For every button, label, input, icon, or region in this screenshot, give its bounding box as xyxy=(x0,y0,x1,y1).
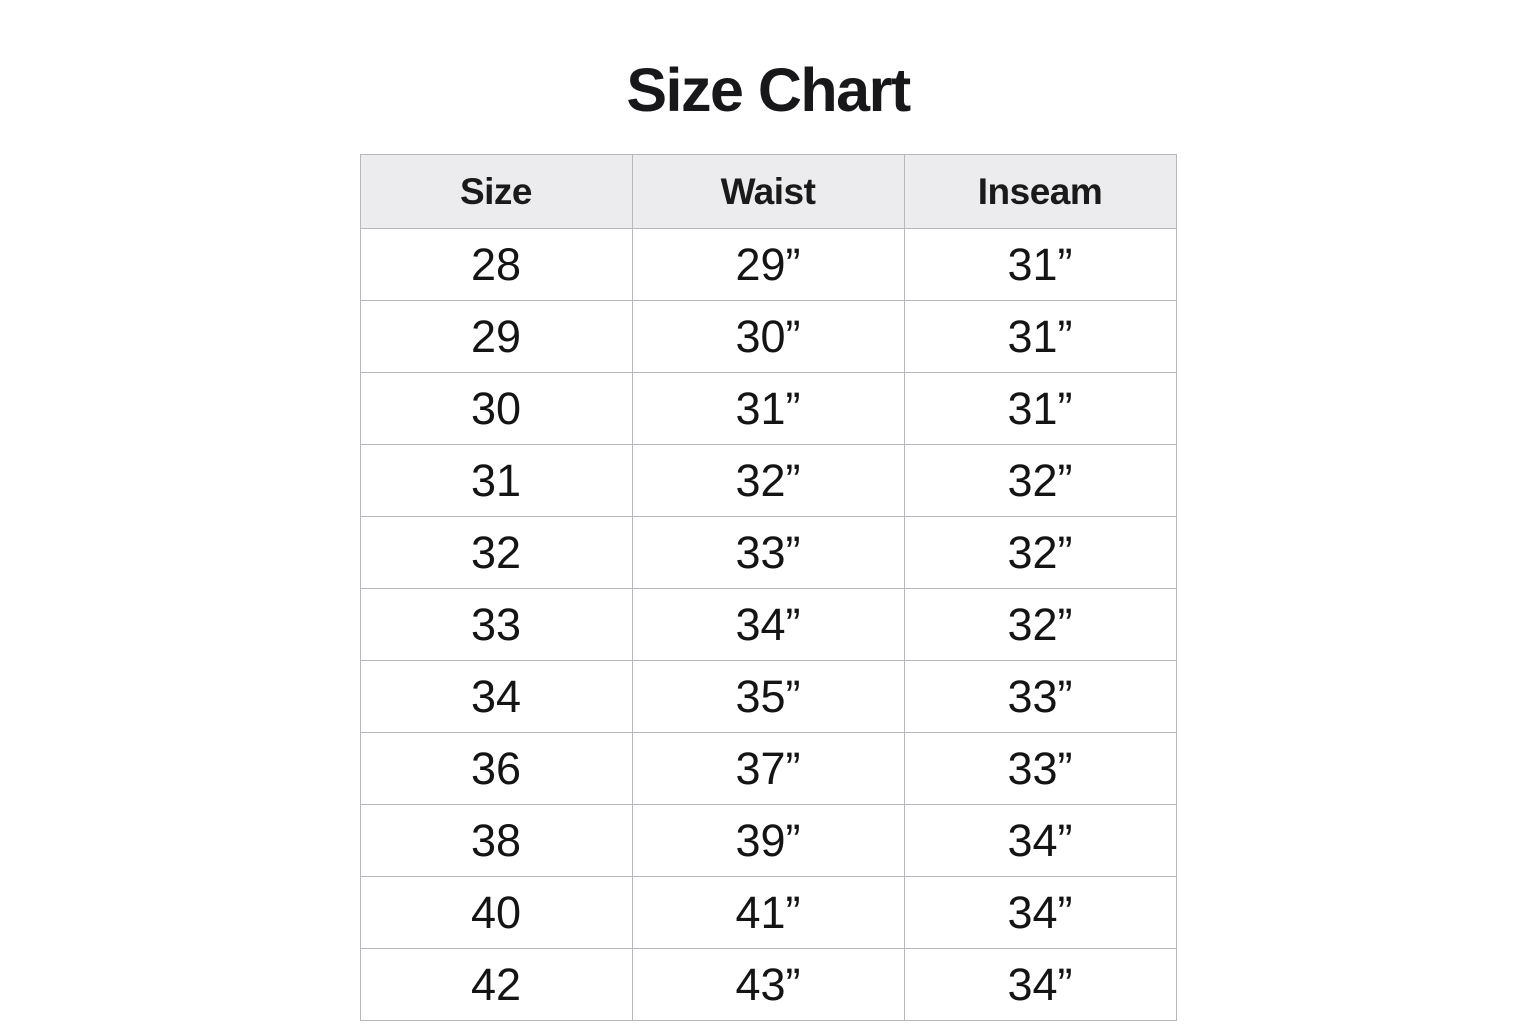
table-header-row: Size Waist Inseam xyxy=(359,154,1177,229)
table-row: 36 37” 33” xyxy=(359,732,1177,805)
table-row: 32 33” 32” xyxy=(359,516,1177,589)
table-body: 28 29” 31” 29 30” 31” 30 31” 31” 31 32” 32” 32 33” 32”… xyxy=(359,228,1177,1021)
table-row: 30 31” 31” xyxy=(359,372,1177,445)
table-row: 38 39” 34” xyxy=(359,804,1177,877)
table-row: 33 34” 32” xyxy=(359,588,1177,661)
cell-size: 36 xyxy=(359,732,633,805)
cell-size: 34 xyxy=(359,660,633,733)
cell-inseam: 32” xyxy=(903,588,1177,661)
cell-inseam: 31” xyxy=(903,300,1177,373)
cell-inseam: 31” xyxy=(903,372,1177,445)
cell-size: 32 xyxy=(359,516,633,589)
cell-inseam: 32” xyxy=(903,516,1177,589)
cell-size: 42 xyxy=(359,948,633,1021)
column-header-size: Size xyxy=(359,154,633,229)
cell-size: 28 xyxy=(359,228,633,301)
cell-waist: 30” xyxy=(631,300,905,373)
table-header: Size Waist Inseam xyxy=(359,154,1177,229)
cell-waist: 33” xyxy=(631,516,905,589)
page-title: Size Chart xyxy=(626,56,911,124)
cell-size: 33 xyxy=(359,588,633,661)
cell-waist: 32” xyxy=(631,444,905,517)
cell-inseam: 33” xyxy=(903,660,1177,733)
cell-inseam: 34” xyxy=(903,948,1177,1021)
cell-waist: 29” xyxy=(631,228,905,301)
cell-inseam: 33” xyxy=(903,732,1177,805)
cell-size: 31 xyxy=(359,444,633,517)
cell-inseam: 31” xyxy=(903,228,1177,301)
cell-size: 38 xyxy=(359,804,633,877)
table-row: 34 35” 33” xyxy=(359,660,1177,733)
cell-inseam: 34” xyxy=(903,876,1177,949)
cell-waist: 35” xyxy=(631,660,905,733)
table-row: 40 41” 34” xyxy=(359,876,1177,949)
cell-waist: 41” xyxy=(631,876,905,949)
cell-size: 29 xyxy=(359,300,633,373)
cell-waist: 34” xyxy=(631,588,905,661)
column-header-inseam: Inseam xyxy=(903,154,1177,229)
table-row: 29 30” 31” xyxy=(359,300,1177,373)
table-row: 28 29” 31” xyxy=(359,228,1177,301)
cell-waist: 31” xyxy=(631,372,905,445)
cell-waist: 39” xyxy=(631,804,905,877)
cell-size: 40 xyxy=(359,876,633,949)
cell-waist: 37” xyxy=(631,732,905,805)
size-chart-table: Size Waist Inseam 28 29” 31” 29 30” 31” 30 31” 3… xyxy=(359,154,1177,1021)
column-header-waist: Waist xyxy=(631,154,905,229)
cell-waist: 43” xyxy=(631,948,905,1021)
cell-inseam: 34” xyxy=(903,804,1177,877)
table-row: 42 43” 34” xyxy=(359,948,1177,1021)
cell-size: 30 xyxy=(359,372,633,445)
table-row: 31 32” 32” xyxy=(359,444,1177,517)
cell-inseam: 32” xyxy=(903,444,1177,517)
